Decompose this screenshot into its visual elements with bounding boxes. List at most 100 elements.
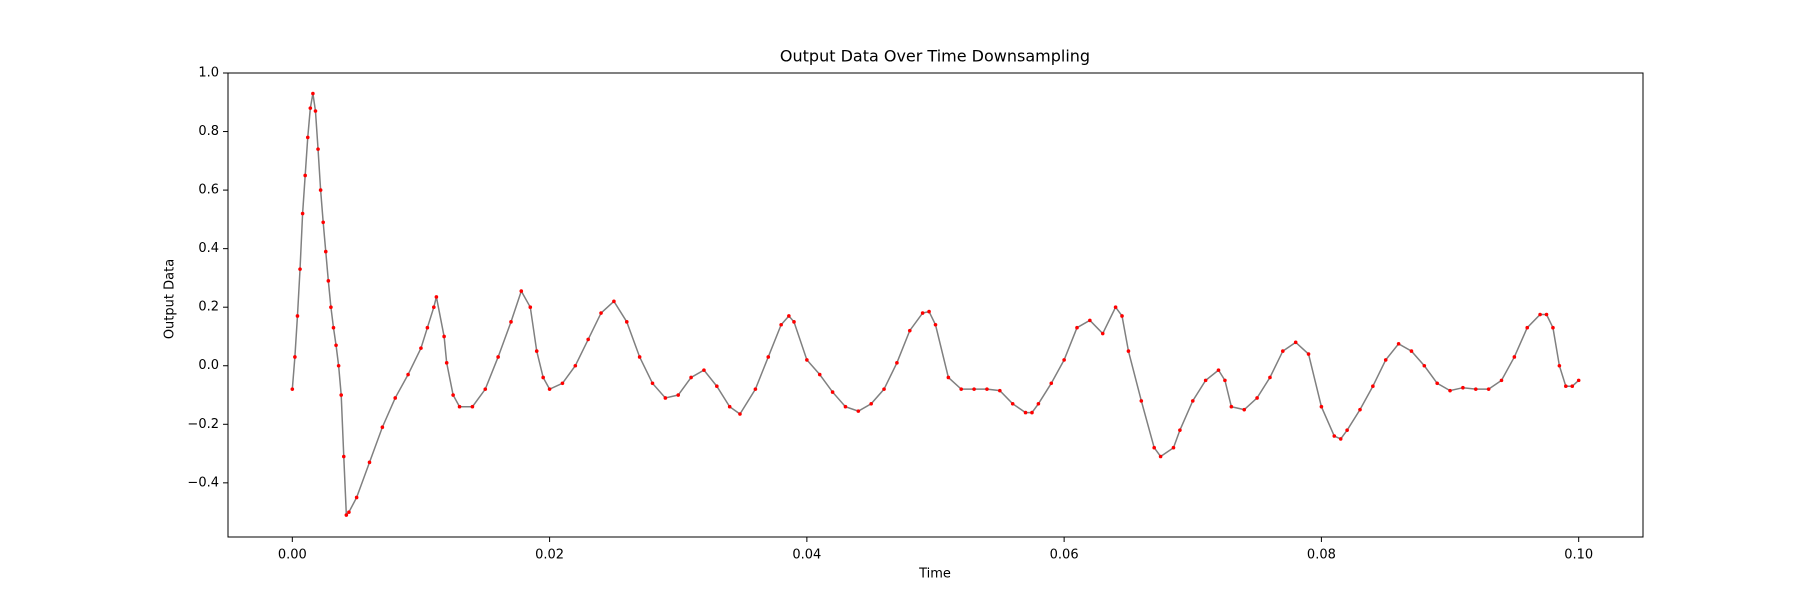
chart-title: Output Data Over Time Downsampling: [780, 47, 1090, 66]
point: [1203, 378, 1208, 383]
point: [1049, 381, 1054, 386]
point: [419, 346, 423, 350]
point: [303, 173, 307, 178]
point: [738, 412, 742, 416]
point: [1486, 387, 1491, 391]
point: [434, 295, 439, 299]
point: [1409, 349, 1414, 353]
point: [637, 355, 642, 359]
point: [586, 337, 590, 342]
point: [425, 325, 430, 330]
point: [470, 404, 475, 409]
point: [1564, 384, 1568, 389]
point: [1461, 385, 1465, 390]
point: [689, 375, 693, 380]
point: [331, 325, 336, 330]
point: [1371, 384, 1375, 389]
point: [715, 384, 719, 389]
point: [1088, 318, 1092, 323]
y-tick-label: 0.4: [198, 241, 219, 256]
point: [354, 495, 359, 500]
point: [323, 249, 328, 254]
point: [1557, 363, 1562, 368]
point: [1023, 410, 1028, 415]
x-tick-label: 0.00: [278, 548, 307, 563]
point: [1319, 404, 1324, 409]
point: [1306, 352, 1311, 356]
point: [496, 355, 500, 359]
point: [895, 361, 899, 365]
line: [291, 93, 1580, 517]
point: [380, 425, 385, 430]
point: [1216, 368, 1221, 372]
point: [1158, 454, 1163, 459]
point: [1358, 407, 1362, 412]
point: [946, 375, 951, 380]
point: [779, 322, 783, 327]
point: [347, 510, 351, 514]
point: [1422, 363, 1427, 368]
point: [1345, 428, 1349, 432]
point: [920, 311, 925, 315]
x-tick-label: 0.04: [792, 548, 821, 563]
point: [927, 309, 931, 314]
point: [406, 372, 410, 377]
point: [1281, 349, 1285, 353]
x-tick-label: 0.06: [1050, 548, 1079, 563]
point: [444, 361, 449, 365]
point: [293, 355, 297, 359]
point: [869, 402, 873, 406]
point: [727, 404, 732, 409]
point: [985, 387, 989, 391]
point: [305, 135, 310, 140]
point: [519, 289, 524, 293]
y-tick-label: 0.0: [198, 358, 219, 373]
point: [599, 311, 603, 315]
point: [432, 305, 436, 309]
point: [298, 267, 302, 271]
point: [1178, 428, 1182, 432]
x-tick-label: 0.10: [1564, 548, 1593, 563]
point: [308, 106, 313, 110]
point: [341, 454, 346, 459]
point: [573, 363, 578, 368]
point: [547, 387, 552, 391]
y-axis-label: Output Data: [163, 259, 178, 339]
point: [367, 460, 372, 465]
point: [792, 320, 796, 324]
point: [1171, 445, 1176, 450]
point: [1242, 407, 1247, 412]
x-axis-label: Time: [918, 567, 951, 582]
point: [541, 375, 545, 380]
point: [1538, 312, 1542, 317]
point: [817, 372, 822, 377]
point: [959, 387, 964, 391]
point: [1036, 402, 1041, 406]
point: [393, 396, 398, 400]
point: [451, 393, 455, 397]
point: [663, 396, 668, 400]
point: [457, 404, 462, 409]
point: [972, 387, 976, 391]
point: [295, 314, 300, 318]
point: [907, 328, 912, 333]
point: [1010, 402, 1015, 406]
point: [1544, 312, 1549, 317]
point: [1255, 396, 1259, 400]
y-tick-label: 0.2: [198, 300, 219, 315]
point: [290, 387, 295, 391]
point: [1338, 437, 1343, 441]
point: [882, 387, 886, 391]
point: [650, 381, 655, 386]
point: [933, 322, 938, 327]
y-tick-label: 0.8: [198, 124, 219, 139]
plot-frame: [227, 72, 1644, 538]
point: [1030, 410, 1034, 415]
point: [1576, 378, 1581, 383]
point: [534, 349, 539, 353]
point: [1499, 378, 1504, 383]
point: [1570, 384, 1575, 389]
point: [313, 109, 318, 113]
point: [1332, 434, 1337, 438]
